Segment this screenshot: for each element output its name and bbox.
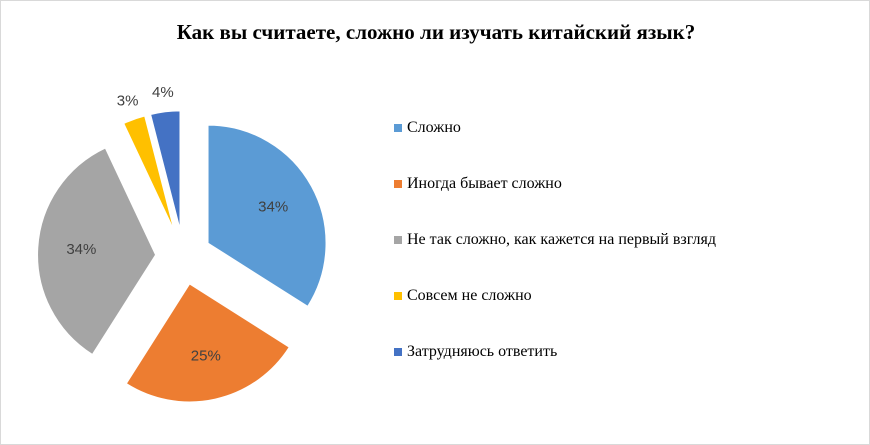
data-label: 4%: [152, 84, 174, 101]
legend-swatch: [394, 348, 402, 356]
legend-label: Совсем не сложно: [407, 287, 532, 304]
legend-item: Иногда бывает сложно: [394, 175, 764, 231]
pie-slice: [150, 110, 181, 229]
data-label: 25%: [191, 347, 221, 364]
legend-label: Иногда бывает сложно: [407, 175, 562, 192]
legend-item: Сложно: [394, 119, 764, 175]
pie-slice: [125, 283, 290, 403]
legend-item: Не так сложно, как кажется на первый взг…: [394, 231, 764, 287]
legend-label: Не так сложно, как кажется на первый взг…: [407, 231, 716, 248]
legend-swatch: [394, 292, 402, 300]
legend-swatch: [394, 124, 402, 132]
data-label: 3%: [117, 92, 139, 109]
legend-swatch: [394, 236, 402, 244]
pie-slice: [123, 115, 175, 231]
data-label: 34%: [258, 198, 288, 215]
pie-slice: [207, 124, 327, 308]
data-label: 34%: [66, 241, 96, 258]
legend: Сложно Иногда бывает сложно Не так сложно,…: [394, 119, 764, 399]
legend-item: Затрудняюсь ответить: [394, 343, 764, 399]
legend-item: Совсем не сложно: [394, 287, 764, 343]
legend-swatch: [394, 180, 402, 188]
legend-label: Затрудняюсь ответить: [407, 343, 558, 360]
legend-label: Сложно: [407, 119, 461, 136]
pie-slice: [37, 147, 157, 356]
chart-title: Как вы считаете, сложно ли изучать китай…: [177, 20, 696, 44]
